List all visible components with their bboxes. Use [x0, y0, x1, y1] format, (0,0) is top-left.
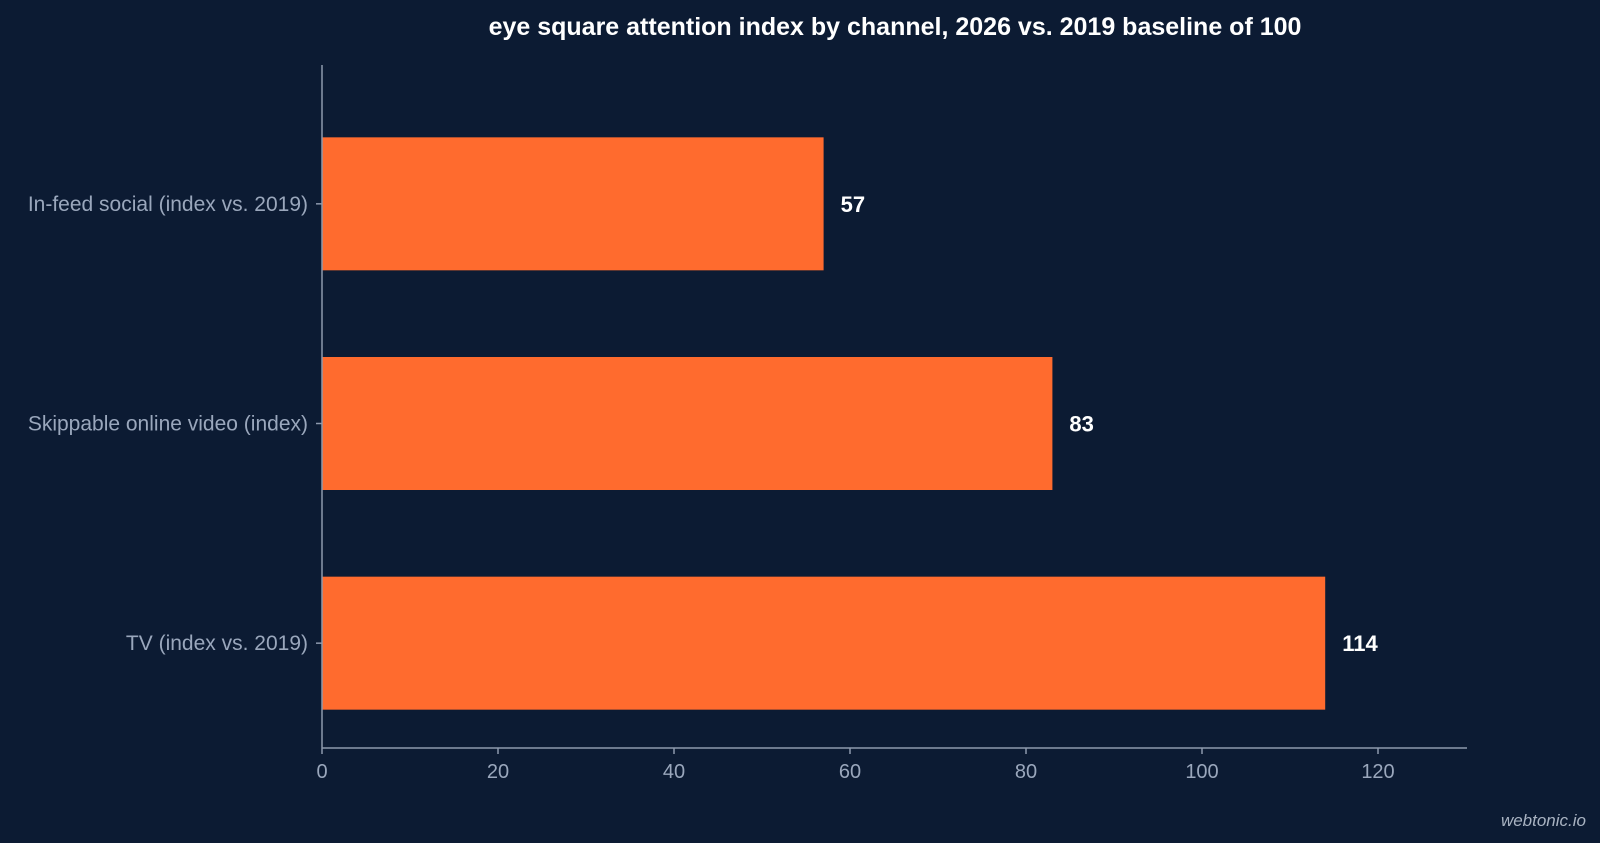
x-tick-label-40: 40 [663, 761, 685, 783]
bar-2 [322, 357, 1053, 490]
labels-layer: 57 In-feed social (index vs. 2019) 83 Skipp… [28, 192, 1379, 656]
category-label-3: TV (index vs. 2019) [126, 632, 308, 655]
axes-layer: 0 20 40 60 80 100 120 [316, 65, 1467, 783]
bar-3 [322, 576, 1326, 710]
x-tick-label-100: 100 [1185, 761, 1218, 783]
x-tick-label-120: 120 [1361, 761, 1394, 783]
bars-layer [322, 137, 1326, 710]
x-tick-label-80: 80 [1015, 761, 1037, 783]
chart-title: eye square attention index by channel, 2… [489, 13, 1302, 41]
x-tick-label-0: 0 [316, 761, 327, 783]
x-tick-label-20: 20 [487, 761, 509, 783]
bar-1 [322, 137, 824, 271]
watermark: webtonic.io [1500, 811, 1586, 830]
value-label-1: 57 [841, 192, 865, 217]
x-tick-label-60: 60 [839, 761, 861, 783]
value-label-3: 114 [1342, 631, 1378, 656]
value-label-2: 83 [1069, 412, 1093, 437]
category-label-2: Skippable online video (index) [28, 413, 308, 436]
category-label-1: In-feed social (index vs. 2019) [28, 193, 308, 216]
